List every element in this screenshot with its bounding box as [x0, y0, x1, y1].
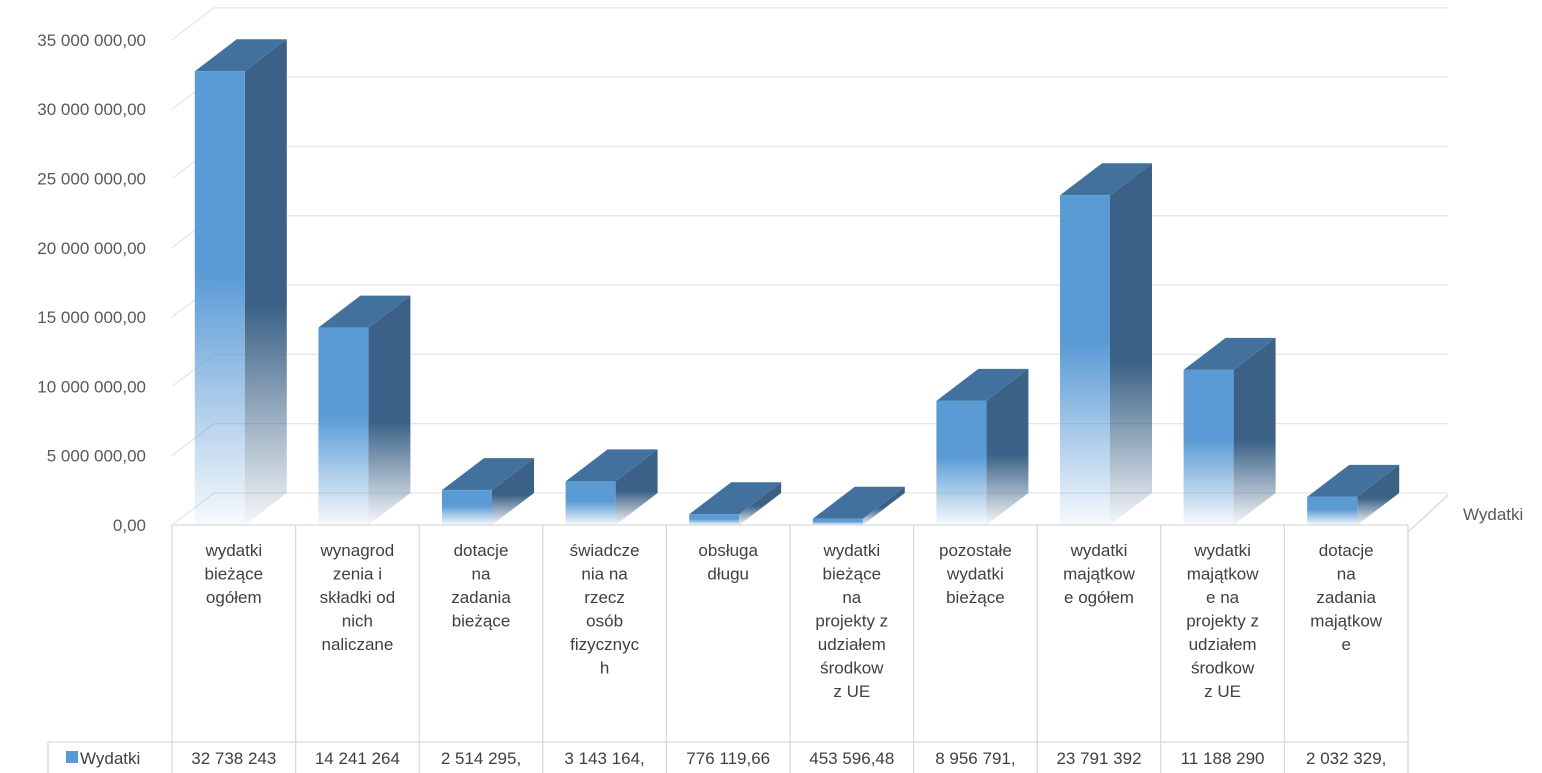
bar-top [1183, 337, 1276, 370]
category-label: świadcze nia na rzecz osób fizycznyc h [570, 541, 640, 678]
bars [194, 39, 1400, 526]
category-label: obsługa długu [698, 541, 758, 584]
category-label: wydatki majątkow e na projekty z udziałem śro… [1186, 541, 1259, 701]
bar-top [1060, 163, 1152, 196]
bar [565, 449, 658, 525]
bar [689, 482, 782, 525]
floor-edge [1407, 494, 1449, 533]
y-tick-label: 20 000 000,00 [37, 239, 146, 258]
bar-front [1060, 195, 1110, 526]
bar-front [318, 327, 369, 525]
y-tick-label: 35 000 000,00 [37, 31, 146, 50]
bar-front [1307, 496, 1358, 525]
bar-side [739, 482, 782, 525]
bar-front [194, 71, 245, 526]
bar [1060, 163, 1152, 526]
y-tick-label: 25 000 000,00 [37, 170, 146, 189]
bar-side [244, 39, 287, 526]
y-tick-label: 15 000 000,00 [37, 308, 146, 327]
category-label: wydatki bieżące na projekty z udziałem środko… [815, 541, 888, 701]
grid-diagonal [171, 7, 215, 41]
category-label: wynagrod zenia i składki od nich naliczane [320, 541, 396, 654]
category-label: wydatki bieżące ogółem [204, 541, 263, 607]
table-value-label: 776 119,66 [686, 749, 770, 768]
y-tick-label: 0,00 [113, 516, 146, 535]
bar [936, 368, 1029, 525]
bar-top [1307, 464, 1400, 497]
bar-side [368, 295, 411, 525]
bar-side [986, 368, 1029, 525]
bar-side [1233, 337, 1276, 525]
bar-front [812, 518, 863, 525]
depth-axis-label: Wydatki [1463, 505, 1523, 524]
category-label: pozostałe wydatki bieżące [939, 541, 1012, 607]
bar-front [689, 514, 740, 525]
table-value-label: 3 143 164, [564, 749, 644, 768]
bar-side [1110, 163, 1152, 526]
bar [194, 39, 287, 526]
bar-side [1357, 464, 1400, 525]
bar-top [812, 486, 905, 519]
table-value-label: 2 032 329, [1306, 749, 1386, 768]
bar-front [1183, 369, 1234, 525]
bar [1307, 464, 1400, 525]
bar-top [689, 482, 782, 515]
bar-top [936, 368, 1029, 401]
y-tick-label: 30 000 000,00 [37, 100, 146, 119]
y-tick-label: 10 000 000,00 [37, 377, 146, 396]
data-table: wydatki bieżące ogółem wynagrod zenia i skład… [47, 524, 1409, 773]
bar-side [492, 458, 534, 525]
table-value-label: 8 956 791, [935, 749, 1015, 768]
table-value-label: 23 791 392 [1056, 749, 1141, 768]
table-value-label: 11 188 290 [1181, 749, 1265, 768]
bar-top [194, 39, 287, 72]
bar-front [565, 481, 616, 525]
bar [1183, 337, 1276, 525]
category-label: dotacje na zadania majątkow e [1310, 541, 1383, 654]
bar-top [565, 449, 658, 482]
bar [812, 486, 905, 525]
table-value-label: 32 738 243 [191, 749, 276, 768]
y-tick-label: 5 000 000,00 [47, 447, 146, 466]
bar-side [615, 449, 658, 525]
table-value-label: 14 241 264 [315, 749, 400, 768]
y-axis-tick-labels: 0,00 5 000 000,00 10 000 000,00 15 000 000,… [37, 31, 146, 535]
bar-side [862, 486, 905, 525]
bar [318, 295, 411, 525]
bar-top [318, 295, 411, 328]
bar-top [442, 458, 534, 491]
bar [442, 458, 534, 525]
bar-front [936, 400, 987, 525]
bar-front [442, 490, 492, 525]
table-value-label: 2 514 295, [441, 749, 521, 768]
gridlines [171, 7, 1449, 533]
category-label: dotacje na zadania bieżące [451, 541, 511, 631]
table-value-label: 453 596,48 [809, 749, 894, 768]
category-label: wydatki majątkow e ogółem [1063, 541, 1136, 607]
series-name: Wydatki [80, 749, 140, 768]
legend-key [66, 751, 78, 763]
